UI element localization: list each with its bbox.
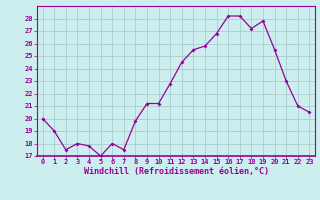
X-axis label: Windchill (Refroidissement éolien,°C): Windchill (Refroidissement éolien,°C)	[84, 167, 268, 176]
